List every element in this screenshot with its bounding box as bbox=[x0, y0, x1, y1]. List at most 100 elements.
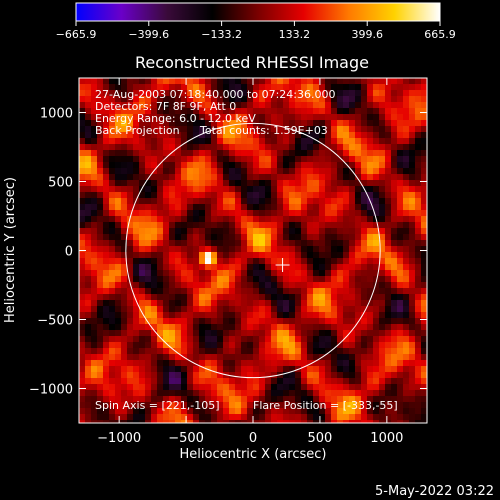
heatmap-cell bbox=[211, 156, 218, 163]
heatmap-cell bbox=[241, 336, 248, 343]
heatmap-cell bbox=[235, 336, 242, 343]
heatmap-cell bbox=[127, 102, 134, 109]
heatmap-cell bbox=[127, 186, 134, 193]
heatmap-cell bbox=[223, 222, 230, 229]
heatmap-cell bbox=[271, 330, 278, 337]
heatmap-cell bbox=[235, 306, 242, 313]
heatmap-cell bbox=[325, 192, 332, 199]
heatmap-cell bbox=[319, 78, 326, 85]
heatmap-cell bbox=[259, 414, 266, 421]
heatmap-cell bbox=[97, 414, 104, 421]
heatmap-cell bbox=[211, 342, 218, 349]
heatmap-cell bbox=[193, 336, 200, 343]
heatmap-cell bbox=[265, 396, 272, 403]
heatmap-cell bbox=[109, 282, 116, 289]
heatmap-cell bbox=[133, 216, 140, 223]
heatmap-cell bbox=[241, 216, 248, 223]
heatmap-cell bbox=[127, 384, 134, 391]
heatmap-cell bbox=[295, 258, 302, 265]
heatmap-cell bbox=[79, 402, 86, 409]
heatmap-cell bbox=[199, 180, 206, 187]
heatmap-cell bbox=[163, 126, 170, 133]
heatmap-cell bbox=[319, 150, 326, 157]
heatmap-cell bbox=[91, 228, 98, 235]
heatmap-cell bbox=[229, 348, 236, 355]
heatmap-cell bbox=[91, 366, 98, 373]
heatmap-cell bbox=[163, 108, 170, 115]
heatmap-cell bbox=[217, 294, 224, 301]
heatmap-cell bbox=[397, 270, 404, 277]
heatmap-cell bbox=[103, 342, 110, 349]
heatmap-cell bbox=[187, 372, 194, 379]
heatmap-cell bbox=[109, 108, 116, 115]
heatmap-cell bbox=[421, 258, 427, 265]
heatmap-cell bbox=[253, 90, 260, 97]
colorbar-tick-label: −399.6 bbox=[128, 28, 169, 41]
heatmap-cell bbox=[283, 288, 290, 295]
heatmap-cell bbox=[193, 408, 200, 415]
heatmap-cell bbox=[259, 318, 266, 325]
heatmap-cell bbox=[343, 312, 350, 319]
heatmap-cell bbox=[187, 132, 194, 139]
heatmap-cell bbox=[109, 180, 116, 187]
heatmap-cell bbox=[79, 252, 86, 259]
heatmap-cell bbox=[193, 252, 200, 259]
heatmap-cell bbox=[169, 96, 176, 103]
heatmap-cell bbox=[247, 234, 254, 241]
heatmap-cell bbox=[271, 144, 278, 151]
heatmap-cell bbox=[193, 126, 200, 133]
heatmap-cell bbox=[355, 138, 362, 145]
heatmap-cell bbox=[259, 162, 266, 169]
heatmap-cell bbox=[325, 204, 332, 211]
heatmap-cell bbox=[421, 90, 427, 97]
heatmap-cell bbox=[325, 114, 332, 121]
heatmap-cell bbox=[241, 324, 248, 331]
heatmap-cell bbox=[199, 270, 206, 277]
heatmap-cell bbox=[385, 240, 392, 247]
heatmap-cell bbox=[151, 198, 158, 205]
heatmap-cell bbox=[259, 396, 266, 403]
heatmap-cell bbox=[355, 402, 362, 409]
heatmap-cell bbox=[205, 318, 212, 325]
heatmap-cell bbox=[109, 144, 116, 151]
heatmap-cell bbox=[247, 252, 254, 259]
heatmap-cell bbox=[163, 204, 170, 211]
heatmap-cell bbox=[145, 390, 152, 397]
heatmap-cell bbox=[343, 288, 350, 295]
heatmap-cell bbox=[313, 120, 320, 127]
heatmap-cell bbox=[97, 216, 104, 223]
heatmap-cell bbox=[127, 306, 134, 313]
heatmap-cell bbox=[235, 228, 242, 235]
heatmap-cell bbox=[199, 246, 206, 253]
heatmap-cell bbox=[403, 168, 410, 175]
heatmap-cell bbox=[343, 360, 350, 367]
heatmap-cell bbox=[343, 180, 350, 187]
heatmap-cell bbox=[295, 336, 302, 343]
heatmap-cell bbox=[157, 114, 164, 121]
heatmap-cell bbox=[379, 186, 386, 193]
heatmap-cell bbox=[85, 222, 92, 229]
heatmap-cell bbox=[289, 300, 296, 307]
heatmap-cell bbox=[205, 408, 212, 415]
heatmap-cell bbox=[259, 96, 266, 103]
heatmap-cell bbox=[109, 312, 116, 319]
heatmap-cell bbox=[133, 174, 140, 181]
heatmap-cell bbox=[265, 192, 272, 199]
heatmap-cell bbox=[133, 282, 140, 289]
heatmap-cell bbox=[181, 102, 188, 109]
heatmap-cell bbox=[193, 216, 200, 223]
heatmap-cell bbox=[175, 114, 182, 121]
heatmap-cell bbox=[295, 348, 302, 355]
heatmap-cell bbox=[421, 234, 427, 241]
heatmap-cell bbox=[229, 192, 236, 199]
heatmap-cell bbox=[223, 282, 230, 289]
heatmap-cell bbox=[175, 342, 182, 349]
heatmap-cell bbox=[271, 348, 278, 355]
heatmap-cell bbox=[355, 408, 362, 415]
heatmap-cell bbox=[133, 240, 140, 247]
heatmap-cell bbox=[373, 276, 380, 283]
heatmap-cell bbox=[139, 252, 146, 259]
y-tick-label: −500 bbox=[37, 314, 73, 329]
heatmap-cell bbox=[415, 126, 422, 133]
heatmap-cell bbox=[97, 144, 104, 151]
